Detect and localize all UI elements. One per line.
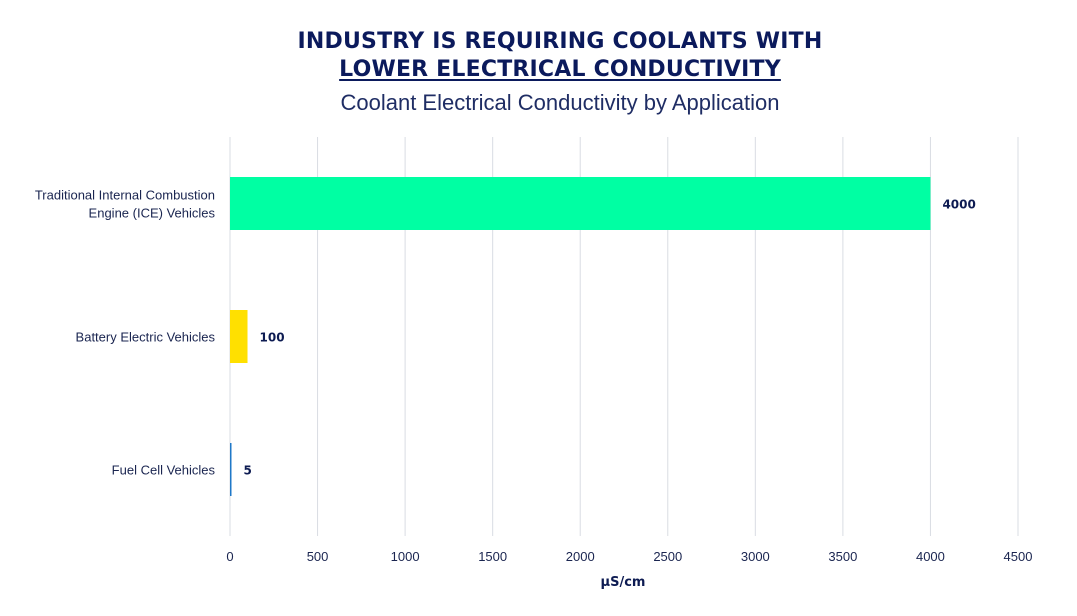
category-label: Fuel Cell Vehicles — [112, 463, 216, 478]
x-tick-label: 4500 — [1004, 549, 1033, 564]
x-tick-label: 2000 — [566, 549, 595, 564]
category-label-line: Fuel Cell Vehicles — [112, 463, 216, 478]
category-label: Battery Electric Vehicles — [76, 330, 216, 345]
category-label-line: Battery Electric Vehicles — [76, 330, 216, 345]
x-tick-label: 2500 — [653, 549, 682, 564]
chart-title-line-2: LOWER ELECTRICAL CONDUCTIVITY — [339, 57, 781, 82]
x-axis-title: µS/cm — [601, 575, 646, 590]
x-tick-labels: 0 500 1000 1500 2000 2500 3000 3500 4000 4500 — [226, 549, 1032, 564]
bars — [230, 177, 931, 496]
x-tick-label: 3500 — [828, 549, 857, 564]
bar-2 — [230, 443, 232, 496]
category-label-line: Traditional Internal Combustion — [35, 188, 215, 203]
bar-0 — [230, 177, 931, 230]
bar-1 — [230, 310, 248, 363]
chart-title-line-1: INDUSTRY IS REQUIRING COOLANTS WITH — [297, 29, 823, 54]
x-tick-label: 1000 — [391, 549, 420, 564]
x-tick-label: 3000 — [741, 549, 770, 564]
data-label-0: 4000 — [942, 198, 975, 212]
x-tick-label: 4000 — [916, 549, 945, 564]
chart-subtitle: Coolant Electrical Conductivity by Appli… — [340, 90, 780, 115]
category-label: Traditional Internal Combustion Engine (I… — [35, 188, 216, 221]
data-label-1: 100 — [260, 331, 285, 345]
x-tick-label: 1500 — [478, 549, 507, 564]
data-label-2: 5 — [244, 464, 252, 478]
data-labels: 4000 100 5 — [244, 198, 976, 478]
x-tick-label: 500 — [307, 549, 329, 564]
chart-header: INDUSTRY IS REQUIRING COOLANTS WITH LOWE… — [0, 28, 1077, 118]
x-tick-label: 0 — [226, 549, 233, 564]
category-label-line: Engine (ICE) Vehicles — [89, 206, 216, 221]
category-labels: Traditional Internal Combustion Engine (I… — [35, 188, 216, 478]
